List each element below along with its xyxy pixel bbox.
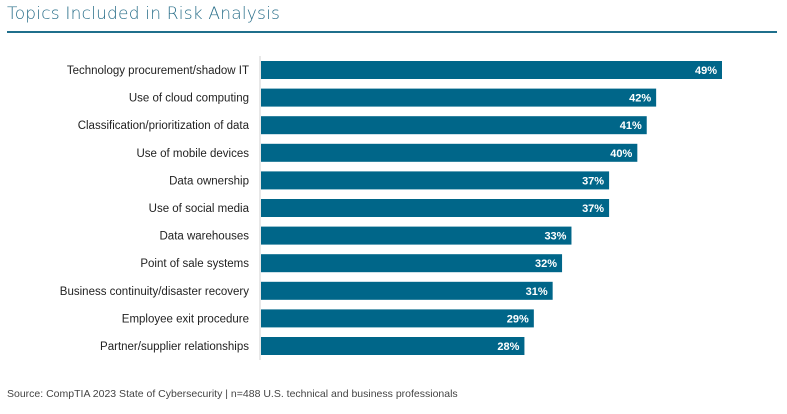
chart-title: Topics Included in Risk Analysis (7, 4, 281, 24)
data-label: 32% (535, 258, 557, 270)
bar (261, 116, 647, 135)
category-label: Partner/supplier relationships (100, 341, 249, 353)
data-label: 28% (497, 341, 519, 353)
title-divider (7, 31, 777, 33)
bar (261, 309, 534, 328)
bar (261, 61, 722, 79)
category-label: Technology procurement/shadow IT (67, 65, 249, 77)
bar (261, 226, 572, 245)
category-label: Classification/prioritization of data (78, 120, 250, 132)
category-label: Use of cloud computing (129, 93, 249, 105)
data-label: 49% (695, 65, 717, 77)
data-label: 33% (544, 231, 566, 243)
data-label: 29% (507, 313, 529, 325)
data-label: 40% (610, 148, 632, 160)
data-label: 37% (582, 175, 604, 187)
category-label: Data warehouses (160, 231, 250, 243)
source-note: Source: CompTIA 2023 State of Cybersecur… (7, 388, 458, 400)
category-label: Use of mobile devices (137, 148, 250, 160)
data-label: 42% (629, 93, 651, 105)
bar (261, 143, 638, 162)
category-label: Data ownership (169, 175, 249, 187)
data-label: 37% (582, 203, 604, 215)
bar (261, 337, 525, 355)
bar (261, 88, 657, 107)
category-label: Point of sale systems (140, 258, 249, 270)
category-label: Business continuity/disaster recovery (60, 286, 249, 298)
bar (261, 254, 563, 273)
bar (261, 199, 610, 217)
category-label: Use of social media (149, 203, 250, 215)
category-label: Employee exit procedure (122, 313, 249, 325)
bar (261, 171, 610, 190)
data-label: 41% (620, 120, 642, 132)
bar (261, 281, 553, 300)
data-label: 31% (526, 286, 548, 298)
